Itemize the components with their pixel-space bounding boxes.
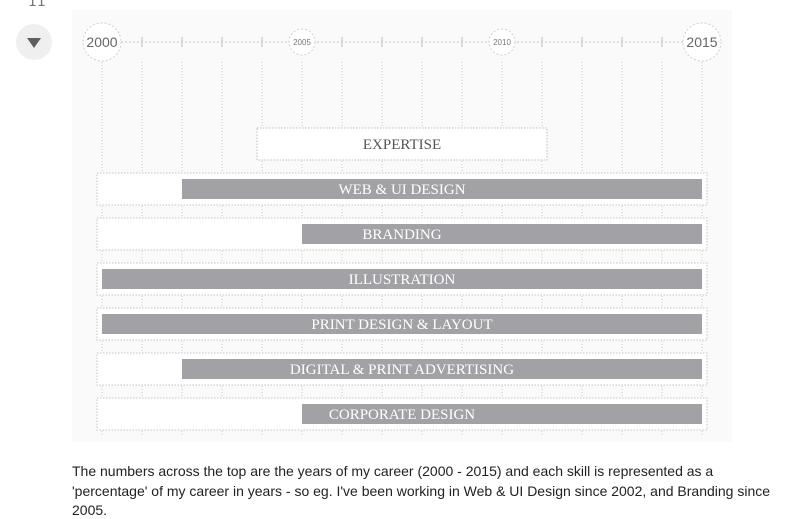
mid-year-circle	[288, 28, 316, 56]
expertise-heading-frame	[256, 127, 548, 161]
skill-label: BRANDING	[362, 227, 441, 243]
skill-label: DIGITAL & PRINT ADVERTISING	[290, 362, 514, 378]
skill-bar	[102, 314, 702, 334]
skill-bar	[302, 404, 702, 424]
mid-year-circle	[488, 28, 516, 56]
start-year-circle	[82, 22, 122, 62]
skills-timeline-chart: 2000 2005 2010 2015 EXPERTISE WEB & UI D…	[82, 22, 722, 435]
end-year-label: 2015	[686, 34, 717, 50]
truncated-text-fragment: 11	[28, 0, 46, 10]
mid-year-label: 2005	[293, 38, 311, 47]
timeline-axis: 2000 2005 2010 2015	[82, 22, 722, 62]
triangle-down-icon	[27, 38, 41, 48]
skill-label: WEB & UI DESIGN	[338, 182, 465, 198]
skill-label: ILLUSTRATION	[349, 272, 456, 288]
expertise-heading: EXPERTISE	[363, 137, 441, 153]
skills-timeline-panel: 2000 2005 2010 2015 EXPERTISE WEB & UI D…	[72, 10, 732, 442]
skill-rows: WEB & UI DESIGN BRANDING ILLUSTRATION PRINT…	[96, 172, 708, 431]
timeline-description: The numbers across the top are the years…	[72, 463, 771, 518]
collapse-toggle-button[interactable]	[16, 24, 52, 60]
skill-bar	[182, 179, 702, 199]
mid-year-label: 2010	[493, 38, 511, 47]
skill-bar	[102, 269, 702, 289]
end-year-circle	[682, 22, 722, 62]
expertise-heading-box: EXPERTISE	[256, 127, 548, 161]
skill-label: PRINT DESIGN & LAYOUT	[311, 317, 492, 333]
skill-bar	[302, 224, 702, 244]
skill-label: CORPORATE DESIGN	[329, 407, 475, 423]
start-year-label: 2000	[86, 34, 117, 50]
skill-bar	[182, 359, 702, 379]
